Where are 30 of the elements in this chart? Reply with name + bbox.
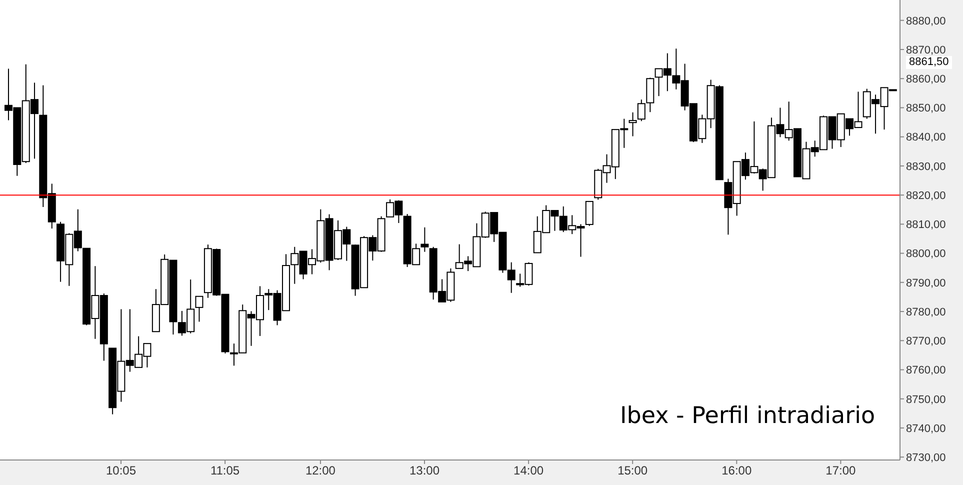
y-tick-label: 8790,00 bbox=[906, 277, 946, 290]
candlestick bbox=[195, 296, 204, 322]
y-tick-label: 8870,00 bbox=[906, 44, 946, 56]
y-tick-label: 8820,00 bbox=[906, 190, 946, 202]
y-tick-label: 8740,00 bbox=[906, 422, 946, 435]
x-tick-label: 12:00 bbox=[305, 464, 336, 478]
y-tick-label: 8800,00 bbox=[906, 248, 946, 260]
y-tick-label: 8880,00 bbox=[906, 15, 946, 28]
y-tick-label: 8760,00 bbox=[906, 364, 946, 377]
candlestick bbox=[628, 112, 637, 137]
x-tick-label: 16:00 bbox=[722, 464, 752, 478]
y-tick-label: 8750,00 bbox=[906, 394, 946, 406]
y-tick-label: 8780,00 bbox=[906, 306, 946, 318]
x-tick-label: 13:00 bbox=[409, 464, 440, 478]
x-tick-label: 11:05 bbox=[210, 464, 240, 478]
x-tick-label: 10:05 bbox=[106, 464, 136, 478]
candlestick bbox=[585, 200, 594, 226]
text: Ibex - Perfil intradiario bbox=[620, 403, 876, 429]
x-tick-label: 14:00 bbox=[514, 464, 544, 478]
y-tick-label: 8830,00 bbox=[906, 160, 946, 173]
x-tick-label: 17:00 bbox=[826, 464, 856, 478]
y-tick-label: 8840,00 bbox=[906, 132, 946, 144]
x-tick-label: 15:00 bbox=[618, 464, 648, 478]
y-tick-label: 8860,00 bbox=[906, 74, 946, 86]
y-tick-label: 8810,00 bbox=[906, 219, 946, 232]
candlestick bbox=[420, 226, 429, 252]
y-tick-label: 8730,00 bbox=[906, 452, 946, 464]
y-tick-label: 8770,00 bbox=[906, 336, 946, 348]
y-tick-label: 8850,00 bbox=[906, 102, 946, 115]
text: 8861,50 bbox=[906, 56, 952, 69]
